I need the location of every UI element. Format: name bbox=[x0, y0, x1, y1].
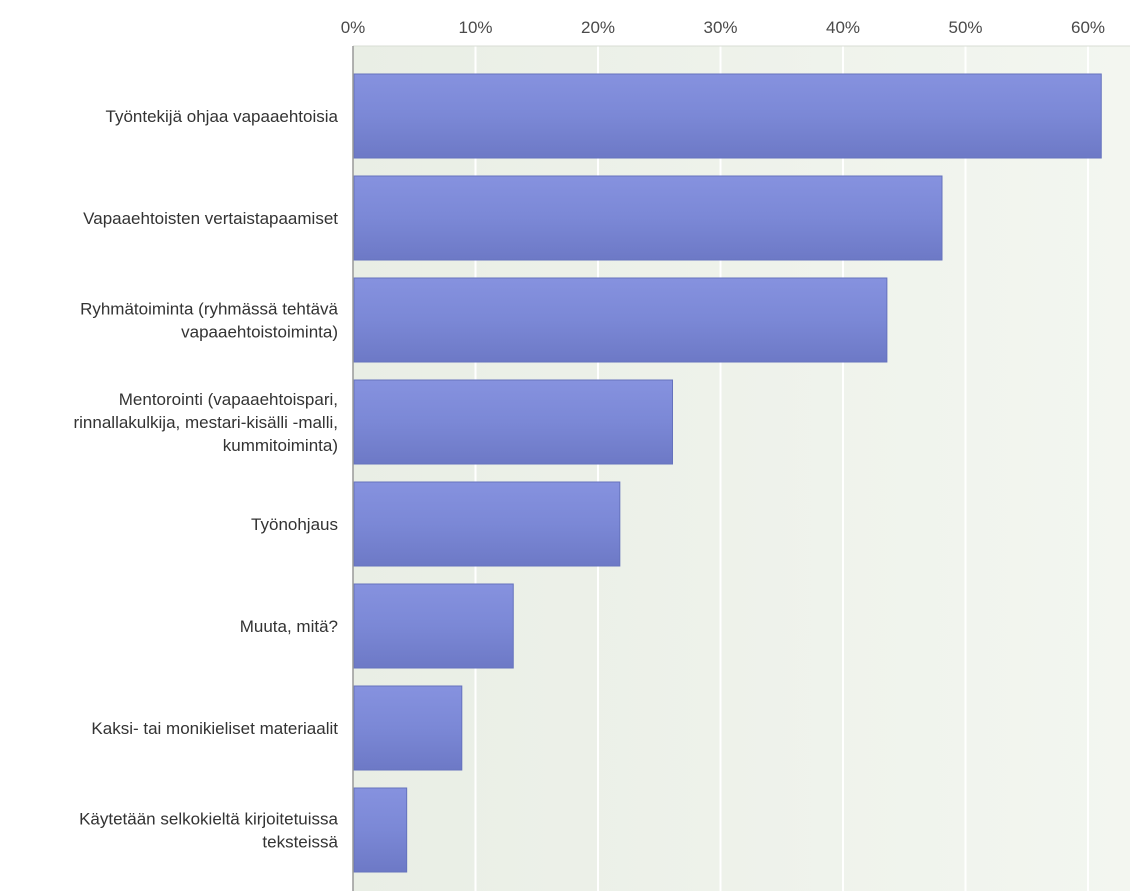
tick-label: 40% bbox=[826, 18, 860, 37]
tick-label: 60% bbox=[1071, 18, 1105, 37]
plot-area bbox=[353, 46, 1130, 891]
bar bbox=[353, 787, 408, 873]
bars bbox=[353, 73, 1102, 873]
category-label: Työnohjaus bbox=[251, 515, 338, 534]
tick-label: 50% bbox=[948, 18, 982, 37]
tick-labels: 0% 10% 20% 30% 40% 50% 60% bbox=[341, 18, 1105, 37]
bar bbox=[353, 685, 463, 771]
category-label: Kaksi- tai monikieliset materiaalit bbox=[91, 719, 338, 738]
category-label: Muuta, mitä? bbox=[240, 617, 338, 636]
tick-label: 20% bbox=[581, 18, 615, 37]
plot-background bbox=[353, 46, 1130, 891]
category-label: Käytetään selkokieltä kirjoitetuissa teks… bbox=[79, 810, 338, 852]
bar bbox=[353, 73, 1102, 159]
axis bbox=[352, 45, 1130, 891]
tick-label: 10% bbox=[458, 18, 492, 37]
category-label: Työntekijä ohjaa vapaaehtoisia bbox=[106, 107, 339, 126]
category-label: Vapaaehtoisten vertaistapaamiset bbox=[83, 209, 338, 228]
category-labels: Työntekijä ohjaa vapaaehtoisia Vapaaehtoi… bbox=[73, 107, 338, 852]
category-label: Ryhmätoiminta (ryhmässä tehtävä vapaaehto… bbox=[80, 300, 338, 342]
bar bbox=[353, 379, 673, 465]
bar bbox=[353, 175, 943, 261]
tick-label: 0% bbox=[341, 18, 366, 37]
bar bbox=[353, 583, 514, 669]
tick-label: 30% bbox=[703, 18, 737, 37]
category-label: Mentorointi (vapaaehtoispari, rinnallakul… bbox=[73, 390, 338, 455]
bar bbox=[353, 481, 621, 567]
bar bbox=[353, 277, 888, 363]
